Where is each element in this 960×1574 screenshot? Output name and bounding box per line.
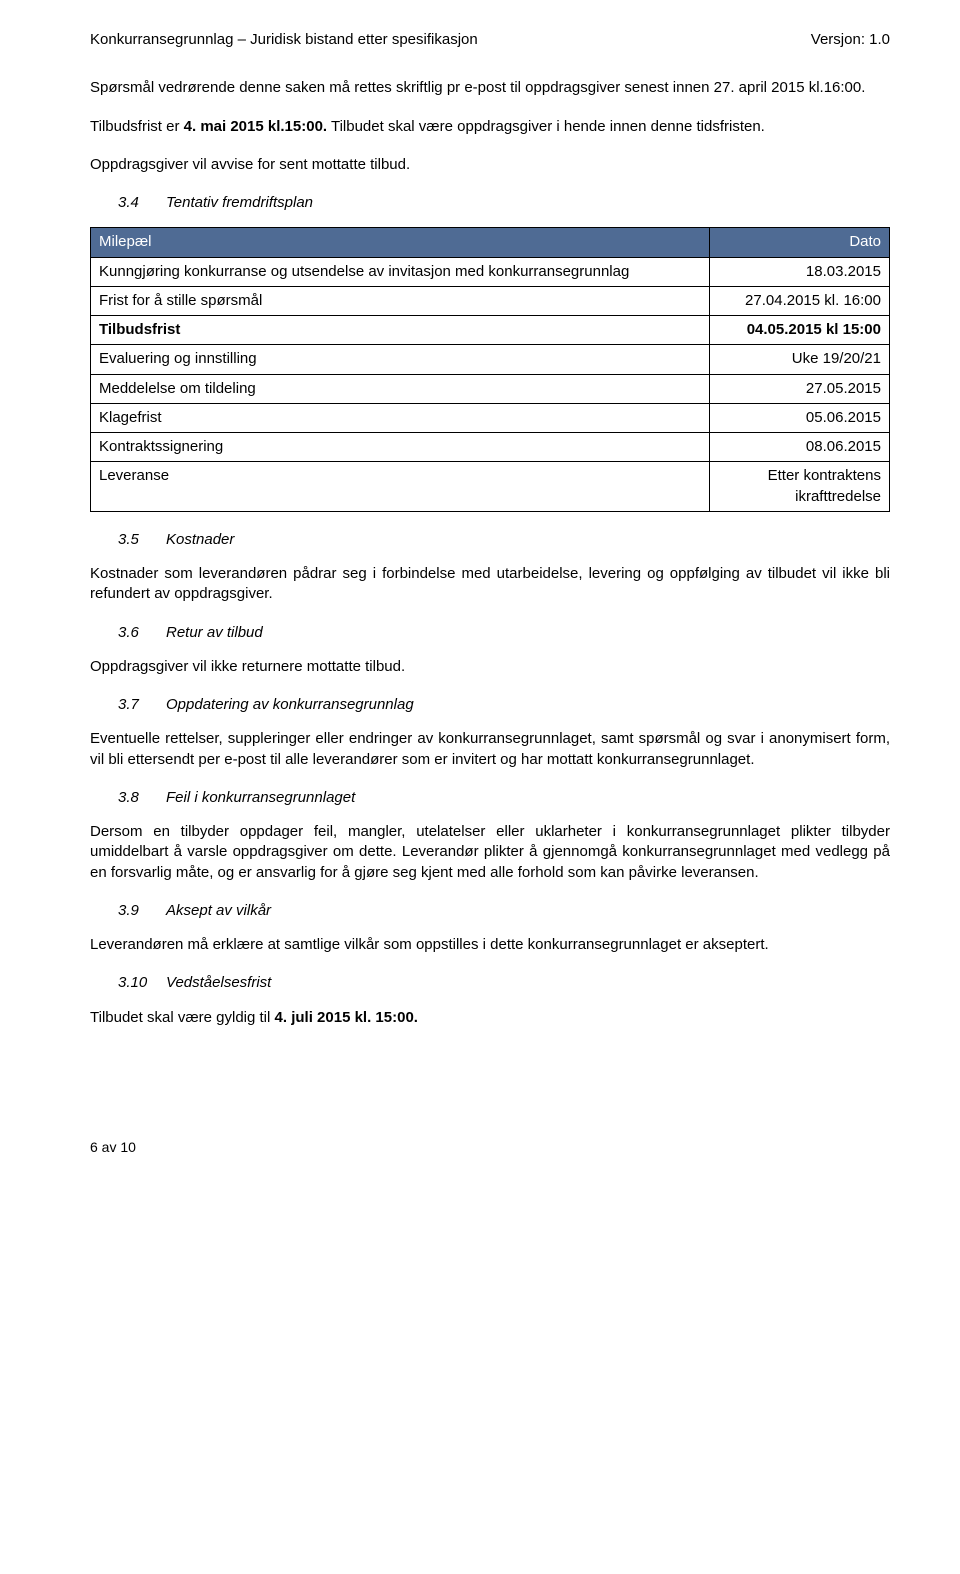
- s37-para: Eventuelle rettelser, suppleringer eller…: [90, 729, 890, 770]
- subhead-title: Retur av tilbud: [166, 624, 263, 641]
- table-head-left: Milepæl: [91, 228, 710, 257]
- intro-p1: Spørsmål vedrørende denne saken må rette…: [90, 78, 890, 98]
- subhead-title: Oppdatering av konkurransegrunnlag: [166, 696, 414, 713]
- table-cell-label: Tilbudsfrist: [91, 316, 710, 345]
- s39-para: Leverandøren må erklære at samtlige vilk…: [90, 935, 890, 955]
- table-cell-label: Klagefrist: [91, 403, 710, 432]
- table-cell-value: 05.06.2015: [710, 403, 890, 432]
- table-row: Evaluering og innstillingUke 19/20/21: [91, 345, 890, 374]
- table-row: LeveranseEtter kontraktens ikrafttredels…: [91, 462, 890, 512]
- subhead-3-9: 3.9Aksept av vilkår: [118, 901, 890, 921]
- subhead-num: 3.4: [118, 193, 166, 213]
- table-cell-value: 18.03.2015: [710, 257, 890, 286]
- subhead-3-7: 3.7Oppdatering av konkurransegrunnlag: [118, 695, 890, 715]
- subhead-num: 3.6: [118, 623, 166, 643]
- s35-para: Kostnader som leverandøren pådrar seg i …: [90, 564, 890, 605]
- table-cell-value: 27.04.2015 kl. 16:00: [710, 286, 890, 315]
- subhead-3-4: 3.4Tentativ fremdriftsplan: [118, 193, 890, 213]
- s36-para: Oppdragsgiver vil ikke returnere mottatt…: [90, 657, 890, 677]
- subhead-num: 3.9: [118, 901, 166, 921]
- page-header: Konkurransegrunnlag – Juridisk bistand e…: [90, 30, 890, 50]
- table-cell-label: Evaluering og innstilling: [91, 345, 710, 374]
- intro-p2c: Tilbudet skal være oppdragsgiver i hende…: [327, 118, 765, 135]
- subhead-title: Aksept av vilkår: [166, 902, 271, 919]
- subhead-num: 3.10: [118, 973, 166, 993]
- table-cell-value: 04.05.2015 kl 15:00: [710, 316, 890, 345]
- table-row: Tilbudsfrist04.05.2015 kl 15:00: [91, 316, 890, 345]
- table-row: Kunngjøring konkurranse og utsendelse av…: [91, 257, 890, 286]
- s310-para: Tilbudet skal være gyldig til 4. juli 20…: [90, 1008, 890, 1028]
- table-cell-value: Uke 19/20/21: [710, 345, 890, 374]
- subhead-3-5: 3.5Kostnader: [118, 530, 890, 550]
- subhead-3-6: 3.6Retur av tilbud: [118, 623, 890, 643]
- table-cell-value: 27.05.2015: [710, 374, 890, 403]
- intro-p2b: 4. mai 2015 kl.15:00.: [184, 118, 327, 135]
- subhead-title: Tentativ fremdriftsplan: [166, 194, 313, 211]
- subhead-title: Kostnader: [166, 531, 234, 548]
- table-cell-label: Meddelelse om tildeling: [91, 374, 710, 403]
- intro-p3: Oppdragsgiver vil avvise for sent mottat…: [90, 155, 890, 175]
- table-cell-label: Frist for å stille spørsmål: [91, 286, 710, 315]
- milestone-table: Milepæl Dato Kunngjøring konkurranse og …: [90, 227, 890, 512]
- subhead-num: 3.5: [118, 530, 166, 550]
- s38-para: Dersom en tilbyder oppdager feil, mangle…: [90, 822, 890, 883]
- subhead-title: Feil i konkurransegrunnlaget: [166, 789, 355, 806]
- page-footer: 6 av 10: [90, 1138, 890, 1157]
- table-row: Meddelelse om tildeling27.05.2015: [91, 374, 890, 403]
- s310-a: Tilbudet skal være gyldig til: [90, 1009, 275, 1026]
- table-cell-value: 08.06.2015: [710, 433, 890, 462]
- subhead-title: Vedståelsesfrist: [166, 974, 271, 991]
- table-cell-label: Kunngjøring konkurranse og utsendelse av…: [91, 257, 710, 286]
- header-left: Konkurransegrunnlag – Juridisk bistand e…: [90, 30, 478, 50]
- table-cell-label: Kontraktssignering: [91, 433, 710, 462]
- table-cell-label: Leveranse: [91, 462, 710, 512]
- table-row: Klagefrist05.06.2015: [91, 403, 890, 432]
- s310-b: 4. juli 2015 kl. 15:00.: [275, 1009, 418, 1026]
- intro-p2: Tilbudsfrist er 4. mai 2015 kl.15:00. Ti…: [90, 117, 890, 137]
- table-row: Kontraktssignering08.06.2015: [91, 433, 890, 462]
- table-head-right: Dato: [710, 228, 890, 257]
- subhead-num: 3.8: [118, 788, 166, 808]
- subhead-3-8: 3.8Feil i konkurransegrunnlaget: [118, 788, 890, 808]
- table-row: Frist for å stille spørsmål27.04.2015 kl…: [91, 286, 890, 315]
- subhead-3-10: 3.10Vedståelsesfrist: [118, 973, 890, 993]
- header-right: Versjon: 1.0: [811, 30, 890, 50]
- table-cell-value: Etter kontraktens ikrafttredelse: [710, 462, 890, 512]
- subhead-num: 3.7: [118, 695, 166, 715]
- intro-p2a: Tilbudsfrist er: [90, 118, 184, 135]
